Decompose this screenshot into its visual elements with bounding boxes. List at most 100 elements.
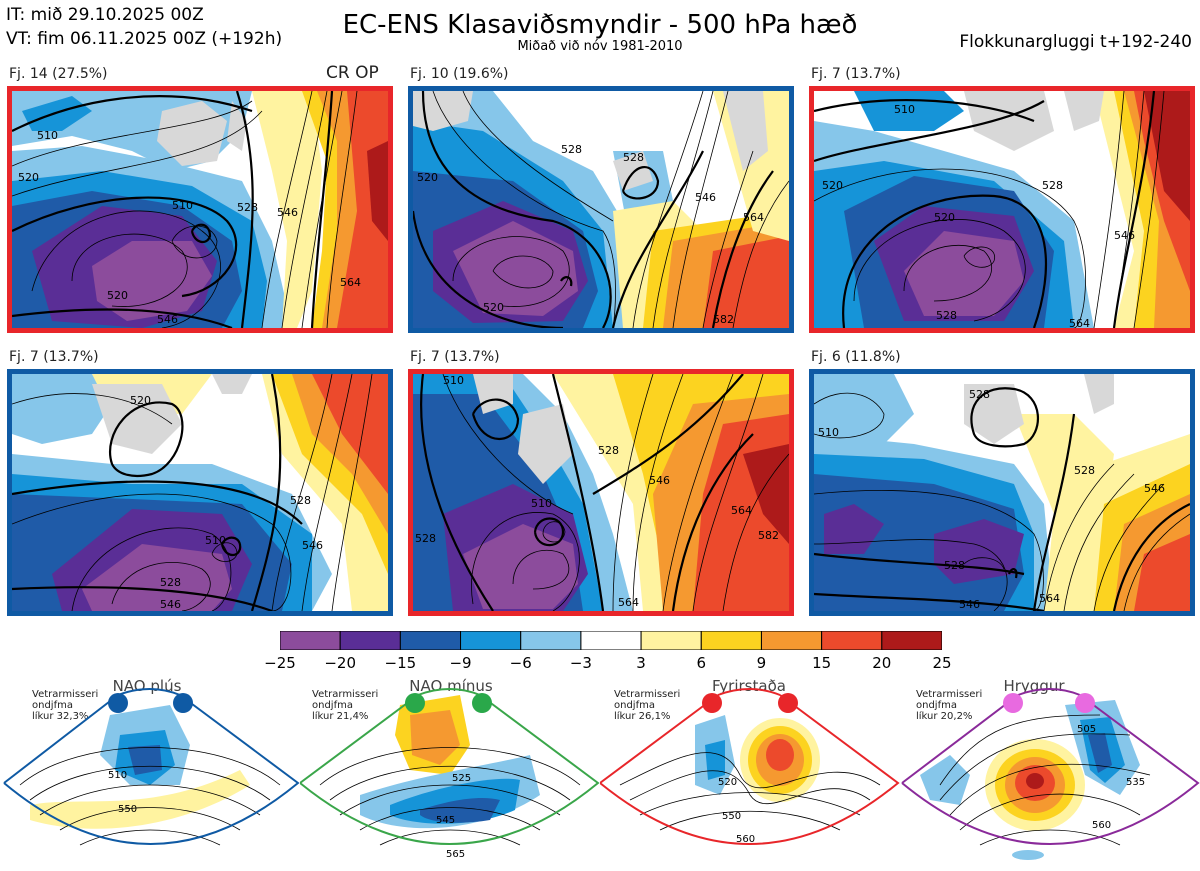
regime-nao-plus: NAO plús Vetrarmisseri ondjfma líkur 32,… [0, 675, 300, 871]
colorbar-segment [881, 630, 943, 651]
panel-4-contour-label: 546 [302, 539, 323, 552]
panel-5-contour-label: 564 [731, 504, 752, 517]
panel-2-label: Fj. 10 (19.6%) [410, 66, 509, 82]
regime-contour-label: 565 [446, 849, 465, 860]
panel-2-contour-label: 528 [561, 143, 582, 156]
panel-1-contour-label: 520 [107, 289, 128, 302]
panel-4-contour-label: 510 [205, 534, 226, 547]
panel-3-contour-label: 510 [894, 103, 915, 116]
panel-2-contour-label: 582 [713, 313, 734, 326]
panel-3-contour-label: 564 [1069, 317, 1090, 328]
regime-info: Vetrarmisseri ondjfma líkur 20,2% [916, 689, 983, 722]
panel-1-contour-label: 546 [157, 313, 178, 326]
regime-nao-minus: NAO mínus Vetrarmisseri ondjfma líkur 21… [300, 675, 600, 871]
panel-1-contour-label: 546 [277, 206, 298, 219]
colorbar-tick-label: 6 [696, 654, 707, 672]
panel-5-contour-label: 564 [618, 596, 639, 609]
panel-5-label: Fj. 7 (13.7%) [410, 349, 500, 365]
classification-window: Flokkunargluggi t+192-240 [959, 32, 1192, 52]
panel-4-contour-label: 546 [160, 598, 181, 611]
panel-1-contour-label: 510 [37, 129, 58, 142]
panel-6-contour-label: 528 [969, 388, 990, 401]
colorbar-tick-label: 15 [812, 654, 832, 672]
panel-2-contour-label: 528 [623, 151, 644, 164]
regime-contour-label: 535 [1126, 777, 1145, 788]
panel-5-contour-label: 546 [649, 474, 670, 487]
colorbar-segment [460, 630, 522, 651]
cluster-map-5: 510 510 528 528 546 564 564 582 [408, 369, 794, 616]
colorbar [279, 630, 943, 651]
colorbar-tick-label: −6 [509, 654, 532, 672]
regime-contour-label: 525 [452, 773, 471, 784]
colorbar-tick-label: −3 [569, 654, 592, 672]
panel-3-contour-label: 520 [934, 211, 955, 224]
regime-contour-label: 550 [722, 811, 741, 822]
panel-5-contour-label: 510 [531, 497, 552, 510]
regime-info: Vetrarmisseri ondjfma líkur 21,4% [312, 689, 379, 722]
panel-3-contour-label: 520 [822, 179, 843, 192]
panel-5-contour-label: 582 [758, 529, 779, 542]
colorbar-segment [640, 630, 702, 651]
panel-6-label: Fj. 6 (11.8%) [811, 349, 901, 365]
initial-time: IT: mið 29.10.2025 00Z [6, 5, 204, 25]
panel-1-label: Fj. 14 (27.5%) [9, 66, 108, 82]
panel-2-contour-label: 546 [695, 191, 716, 204]
panel-1-contour-label: 510 [172, 199, 193, 212]
panel-4-contour-label: 520 [130, 394, 151, 407]
panel-6-contour-label: 546 [959, 598, 980, 611]
panel-3-contour-label: 528 [936, 309, 957, 322]
panel-4-contour-label: 528 [160, 576, 181, 589]
panel-3-label: Fj. 7 (13.7%) [811, 66, 901, 82]
panel-5-contour-label: 528 [598, 444, 619, 457]
colorbar-segment [399, 630, 462, 651]
colorbar-tick-label: 9 [756, 654, 767, 672]
panel-6-contour-label: 510 [818, 426, 839, 439]
regime-contour-label: 560 [736, 834, 755, 845]
panel-6-contour-label: 546 [1144, 482, 1165, 495]
regime-info: Vetrarmisseri ondjfma líkur 26,1% [614, 689, 681, 722]
panel-6-contour-label: 564 [1039, 592, 1060, 605]
cluster-map-1: 510 510 520 520 528 546 546 564 [7, 86, 393, 333]
colorbar-segment [700, 630, 762, 651]
colorbar-tick-label: −15 [384, 654, 417, 672]
colorbar-tick-label: −25 [264, 654, 296, 672]
colorbar-segment [279, 630, 341, 651]
regime-title: Hryggur [1003, 677, 1065, 695]
regime-info: Vetrarmisseri ondjfma líkur 32,3% [32, 689, 99, 722]
panel-6-contour-label: 528 [944, 559, 965, 572]
regime-ridge: Hryggur Vetrarmisseri ondjfma líkur 20,2… [900, 675, 1200, 871]
regime-contour-label: 545 [436, 815, 455, 826]
panel-1-contour-label: 528 [237, 201, 258, 214]
regime-contour-label: 510 [108, 770, 127, 781]
panel-2-contour-label: 520 [417, 171, 438, 184]
panel-3-contour-label: 528 [1042, 179, 1063, 192]
cluster-map-3: 510 520 520 528 528 546 564 [809, 86, 1195, 333]
panel-5-contour-label: 528 [415, 532, 436, 545]
cluster-map-6: 510 528 528 528 546 546 564 [809, 369, 1195, 616]
cluster-map-2: 528 528 520 520 546 564 582 [408, 86, 794, 333]
panel-2-contour-label: 520 [483, 301, 504, 314]
cluster-map-4: 520 510 528 528 546 546 [7, 369, 393, 616]
colorbar-tick-label: 25 [932, 654, 952, 672]
regime-contour-label: 505 [1077, 724, 1096, 735]
crop-label: CR OP [326, 63, 379, 83]
colorbar-segment [339, 630, 401, 651]
colorbar-tick-label: 3 [636, 654, 646, 672]
regime-contour-label: 550 [118, 804, 137, 815]
colorbar-tick-label: −9 [449, 654, 472, 672]
valid-time: VT: fim 06.11.2025 00Z (+192h) [6, 29, 283, 49]
panel-6-contour-label: 528 [1074, 464, 1095, 477]
panel-2-contour-label: 564 [743, 211, 764, 224]
panel-1-contour-label: 520 [18, 171, 39, 184]
regime-contour-label: 560 [1092, 820, 1111, 831]
colorbar-segment [520, 630, 582, 651]
page-title: EC-ENS Klasaviðsmyndir - 500 hPa hæð [342, 10, 858, 40]
regime-blocking: Fyrirstaða Vetrarmisseri ondjfma líkur 2… [600, 675, 900, 871]
colorbar-segment [821, 630, 883, 651]
panel-4-label: Fj. 7 (13.7%) [9, 349, 99, 365]
page-subtitle: Miðað við nóv 1981-2010 [517, 39, 683, 54]
panel-1-contour-label: 564 [340, 276, 361, 289]
panel-4-contour-label: 528 [290, 494, 311, 507]
panel-3-contour-label: 546 [1114, 229, 1135, 242]
panel-5-contour-label: 510 [443, 374, 464, 387]
